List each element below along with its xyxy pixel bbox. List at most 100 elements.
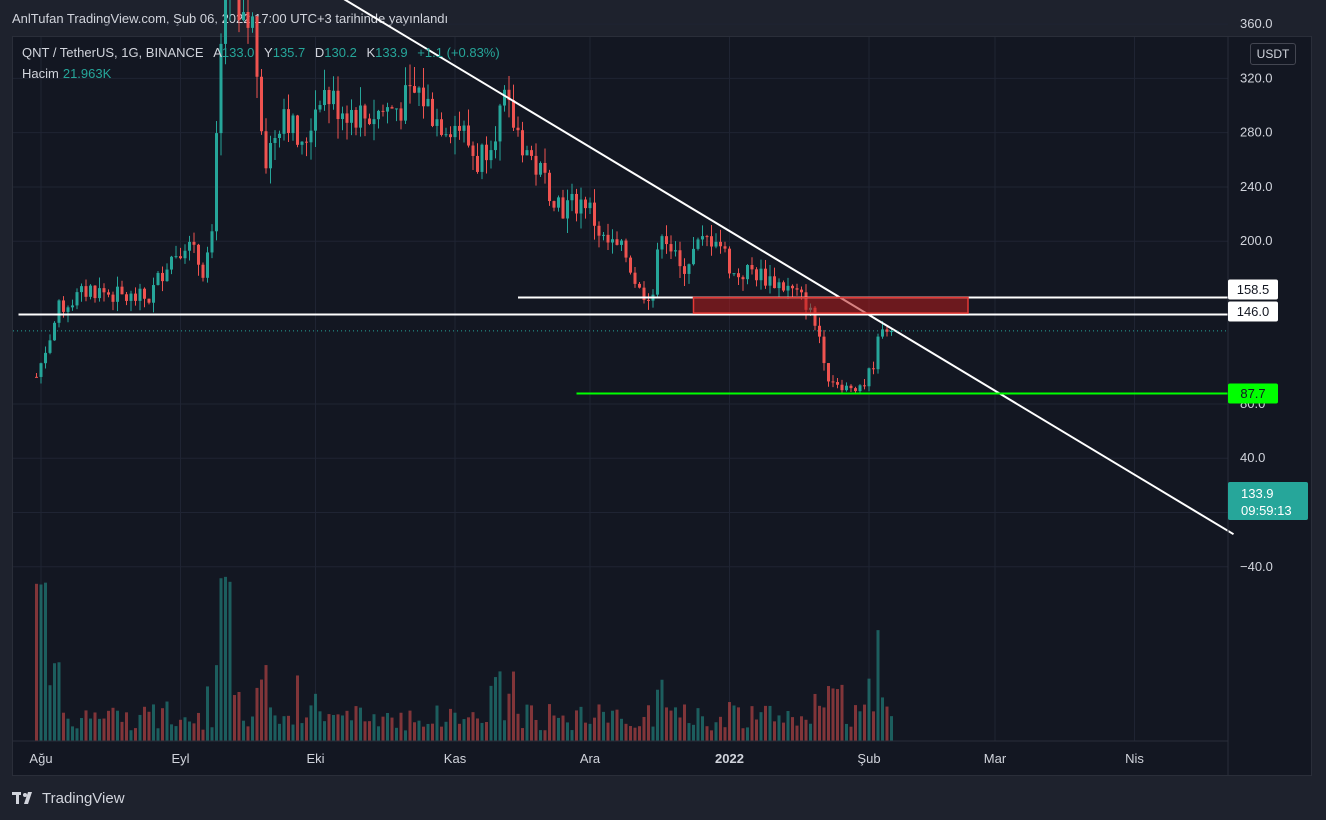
candle[interactable] xyxy=(768,265,772,294)
candle[interactable] xyxy=(449,126,452,144)
candle[interactable] xyxy=(332,76,335,110)
candle[interactable] xyxy=(229,0,232,22)
candle[interactable] xyxy=(197,243,200,276)
candle[interactable] xyxy=(314,90,317,148)
candle[interactable] xyxy=(395,108,398,122)
candle[interactable] xyxy=(831,375,835,388)
candle[interactable] xyxy=(530,145,533,161)
candle[interactable] xyxy=(570,183,574,212)
candle[interactable] xyxy=(534,143,538,186)
candle[interactable] xyxy=(107,289,110,298)
candle[interactable] xyxy=(588,197,592,214)
candle[interactable] xyxy=(854,386,857,393)
candle[interactable] xyxy=(251,12,254,33)
trendline[interactable] xyxy=(230,0,1235,536)
candle[interactable] xyxy=(458,111,461,140)
candle[interactable] xyxy=(399,102,403,130)
candle[interactable] xyxy=(179,247,182,260)
candle[interactable] xyxy=(417,86,421,107)
candle[interactable] xyxy=(215,120,218,241)
candle[interactable] xyxy=(255,15,259,99)
candle[interactable] xyxy=(39,362,43,384)
candle[interactable] xyxy=(669,235,673,260)
candle[interactable] xyxy=(467,109,470,148)
candle[interactable] xyxy=(147,298,151,305)
candle[interactable] xyxy=(683,258,686,287)
candle[interactable] xyxy=(764,260,767,289)
candle[interactable] xyxy=(93,285,97,303)
candle[interactable] xyxy=(840,379,844,394)
candle[interactable] xyxy=(849,384,853,393)
candle[interactable] xyxy=(552,200,556,212)
candle[interactable] xyxy=(57,299,61,328)
candle[interactable] xyxy=(152,277,155,313)
candle[interactable] xyxy=(777,278,781,298)
candle[interactable] xyxy=(471,141,475,170)
candle[interactable] xyxy=(363,103,367,137)
candle[interactable] xyxy=(755,267,758,287)
candle[interactable] xyxy=(746,264,749,285)
candle[interactable] xyxy=(516,116,520,137)
resistance-zone[interactable] xyxy=(692,296,969,314)
candle[interactable] xyxy=(539,161,542,177)
candle[interactable] xyxy=(435,108,439,137)
candle[interactable] xyxy=(408,64,412,104)
candle[interactable] xyxy=(125,291,128,306)
candle[interactable] xyxy=(327,86,331,124)
candle[interactable] xyxy=(543,148,547,184)
candle[interactable] xyxy=(143,287,146,308)
candle[interactable] xyxy=(566,189,569,234)
candle[interactable] xyxy=(629,255,632,275)
candle[interactable] xyxy=(575,188,578,222)
candle[interactable] xyxy=(593,189,596,240)
candle[interactable] xyxy=(696,237,700,251)
candle[interactable] xyxy=(273,130,277,160)
candle[interactable] xyxy=(404,67,407,125)
candle[interactable] xyxy=(584,196,587,219)
candle[interactable] xyxy=(525,145,529,156)
candle[interactable] xyxy=(557,195,560,212)
candle[interactable] xyxy=(741,275,745,291)
candle[interactable] xyxy=(84,279,88,302)
candle[interactable] xyxy=(80,283,83,302)
candle[interactable] xyxy=(89,284,92,300)
candle[interactable] xyxy=(791,284,794,298)
candle[interactable] xyxy=(206,246,209,283)
candle[interactable] xyxy=(732,273,736,277)
candle[interactable] xyxy=(188,235,191,261)
currency-button[interactable]: USDT xyxy=(1250,43,1296,65)
candle[interactable] xyxy=(341,106,344,131)
candle[interactable] xyxy=(224,0,227,65)
candle[interactable] xyxy=(462,120,466,143)
candle[interactable] xyxy=(138,283,142,311)
candle[interactable] xyxy=(705,234,709,247)
candle[interactable] xyxy=(354,107,358,136)
candle[interactable] xyxy=(156,270,160,286)
candle[interactable] xyxy=(174,245,178,259)
candle[interactable] xyxy=(561,189,565,219)
candle[interactable] xyxy=(890,328,893,336)
candle[interactable] xyxy=(606,223,610,251)
volume-key[interactable]: Hacim xyxy=(22,66,59,81)
candle[interactable] xyxy=(498,103,502,161)
candle[interactable] xyxy=(368,113,371,126)
candle[interactable] xyxy=(323,69,326,111)
candle[interactable] xyxy=(264,118,268,174)
candle[interactable] xyxy=(53,321,56,341)
candle[interactable] xyxy=(426,84,430,107)
candle[interactable] xyxy=(615,231,619,246)
candle[interactable] xyxy=(786,277,790,300)
candle[interactable] xyxy=(489,140,493,169)
candle[interactable] xyxy=(818,317,821,344)
candle[interactable] xyxy=(219,33,223,156)
candle[interactable] xyxy=(773,267,776,289)
candle[interactable] xyxy=(269,135,272,184)
candle[interactable] xyxy=(170,255,173,275)
candle[interactable] xyxy=(201,262,205,282)
candle[interactable] xyxy=(453,115,457,155)
candle[interactable] xyxy=(237,0,241,33)
candle[interactable] xyxy=(98,277,101,302)
candle[interactable] xyxy=(485,136,488,174)
candle[interactable] xyxy=(390,105,394,109)
